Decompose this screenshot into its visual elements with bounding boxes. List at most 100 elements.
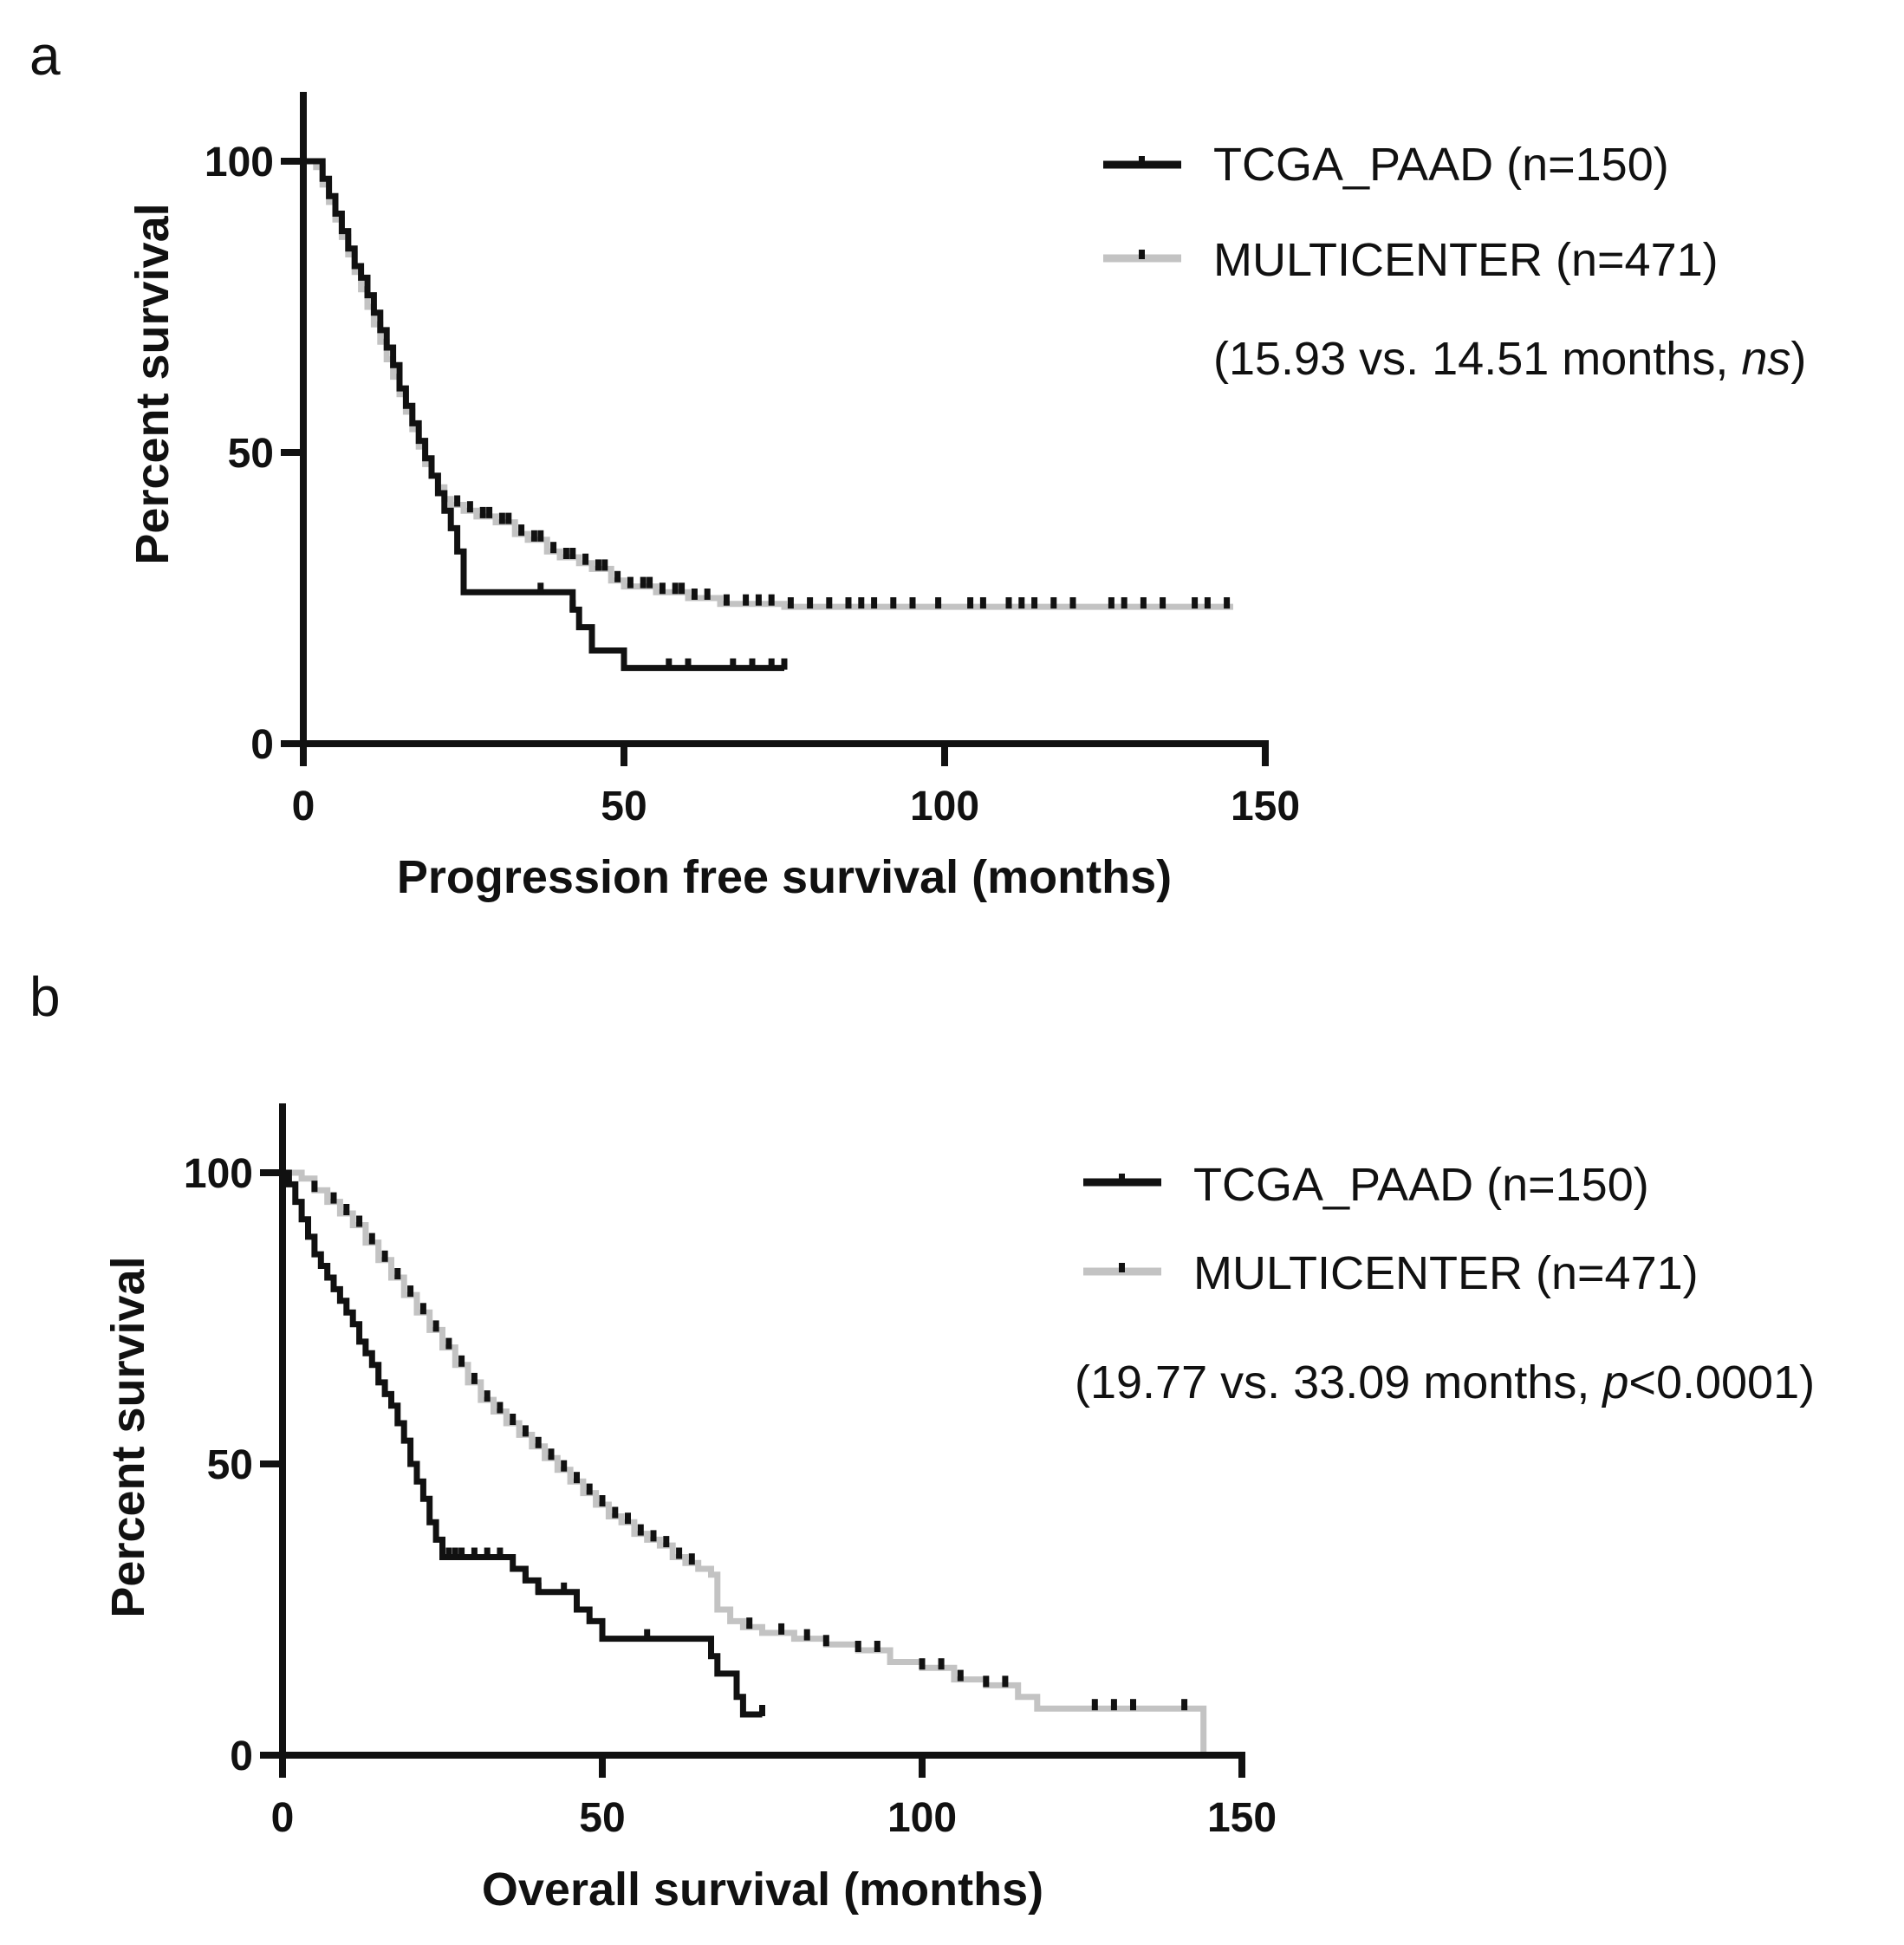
panel-a-legend-label-multicenter: MULTICENTER (n=471) (1213, 234, 1719, 286)
panel-a-censor-mark-multicenter (466, 501, 473, 513)
panel-a-censor-mark-multicenter (647, 576, 653, 589)
panel-a-censor-mark-tcga (537, 582, 544, 595)
panel-a-censor-mark-multicenter (807, 597, 814, 609)
panel-b-censor-mark-tcga (535, 1582, 542, 1594)
panel-b-y-tick-label: 0 (230, 1734, 253, 1779)
panel-b-censor-mark-multicenter (574, 1472, 580, 1484)
panel-a-y-axis-title: Percent survival (127, 203, 179, 564)
panel-b-censor-mark-tcga (445, 1547, 452, 1559)
panel-b-legend: TCGA_PAAD (n=150) MULTICENTER (n=471) (1083, 1159, 1699, 1299)
panel-b-y-axis-title: Percent survival (102, 1256, 154, 1617)
panel-b-censor-mark-tcga (561, 1582, 568, 1594)
panel-a-censor-mark-multicenter (871, 597, 878, 609)
panel-a-censor-mark-multicenter (595, 559, 601, 571)
panel-b-legend-censor-multicenter (1119, 1263, 1125, 1272)
panel-b-censor-mark-multicenter (368, 1233, 375, 1245)
panel-a-censor-mark-multicenter (627, 576, 634, 589)
panel-b-censor-mark-multicenter (919, 1658, 926, 1670)
panel-b-censor-mark-multicenter (356, 1215, 363, 1227)
panel-a-censor-mark-multicenter (672, 582, 679, 595)
panel-a-censor-mark-multicenter (723, 594, 730, 606)
panel-a-censor-mark-multicenter (659, 582, 666, 595)
panel-a-censor-mark-multicenter (518, 524, 525, 537)
panel-b-annotation: (19.77 vs. 33.09 months, p<0.0001) (1075, 1356, 1815, 1408)
panel-b-censor-mark-multicenter (855, 1641, 861, 1652)
panel-b-censor-mark-multicenter (650, 1530, 657, 1542)
panel-a-y-tick-label: 50 (228, 431, 274, 477)
panel-a-x-tick-label: 150 (1231, 784, 1300, 829)
panel-a-censor-mark-multicenter (979, 597, 986, 609)
panel-a-censor-mark-multicenter (845, 597, 852, 609)
panel-a-x-tick-label: 50 (601, 784, 647, 829)
panel-a-censor-mark-multicenter (454, 495, 461, 507)
panel-a-censor-mark-multicenter (826, 597, 833, 609)
panel-a-censor-mark-multicenter (1224, 597, 1231, 609)
panel-b-censor-mark-multicenter (637, 1524, 644, 1536)
panel-b-x-tick-label: 0 (271, 1795, 295, 1841)
panel-b-censor-mark-multicenter (586, 1483, 593, 1495)
panel-a-censor-mark-multicenter (479, 506, 486, 518)
panel-b-censor-mark-multicenter (676, 1547, 683, 1559)
panel-b-censor-mark-multicenter (548, 1448, 555, 1460)
panel-b-censor-mark-multicenter (957, 1669, 964, 1682)
panel-a-censor-mark-multicenter (1108, 597, 1114, 609)
panel-a-censor-mark-tcga (666, 658, 673, 670)
panel-a-censor-mark-multicenter (582, 553, 589, 565)
panel-b-censor-mark-tcga (452, 1547, 458, 1559)
panel-a-censor-mark-multicenter (1121, 597, 1127, 609)
panel-a-annotation: (15.93 vs. 14.51 months, ns) (1213, 333, 1806, 385)
panel-a-censor-mark-multicenter (1031, 597, 1038, 609)
panel-a-censor-mark-multicenter (1140, 597, 1147, 609)
panel-b-censor-mark-multicenter (688, 1553, 695, 1565)
panel-b-x-axis-title: Overall survival (months) (482, 1864, 1043, 1916)
panel-a-censor-mark-multicenter (1204, 597, 1211, 609)
panel-a-censor-mark-multicenter (935, 597, 942, 609)
panel-b-x-tick-label: 100 (887, 1795, 957, 1841)
panel-b-censor-mark-tcga (484, 1547, 491, 1559)
panel-a-legend-censor-tcga (1139, 156, 1145, 166)
panel-a-legend-censor-multicenter (1139, 250, 1145, 259)
panel-a-censor-mark-multicenter (1192, 597, 1199, 609)
panel-b-censor-mark-multicenter (874, 1641, 881, 1652)
panel-a-censor-mark-multicenter (858, 597, 865, 609)
panel-a-censor-mark-multicenter (704, 589, 711, 600)
panel-b-censor-mark-multicenter (535, 1436, 542, 1448)
panel-b-censor-mark-multicenter (330, 1192, 337, 1204)
panel-a-censor-mark-multicenter (601, 559, 608, 571)
panel-a-censor-mark-multicenter (486, 506, 493, 518)
panel-b-censor-mark-multicenter (445, 1337, 452, 1350)
panel-a-y-tick-label: 100 (205, 140, 274, 185)
panel-a-censor-mark-multicenter (550, 542, 557, 554)
panel-a-censor-mark-multicenter (569, 548, 576, 559)
panel-b-censor-mark-multicenter (778, 1623, 785, 1635)
panel-b-series-tcga-line (283, 1169, 763, 1718)
panel-b-chart: b 0 50 100 150 0 50 100 Overall survival (mont… (29, 966, 1815, 1916)
panel-b-censor-mark-tcga (497, 1547, 504, 1559)
panel-a-x-axis-title: Progression free survival (months) (397, 851, 1172, 903)
panel-a-censor-mark-multicenter (909, 597, 916, 609)
panel-a-x-tick-label: 100 (910, 784, 979, 829)
panel-a-series-tcga-line (303, 158, 784, 672)
panel-b-y-tick-label: 100 (184, 1151, 253, 1197)
panel-a-censor-mark-multicenter (1018, 597, 1025, 609)
panel-a-y-tick-label: 0 (250, 722, 274, 768)
panel-b-censor-mark-multicenter (432, 1320, 439, 1332)
panel-a-censor-mark-multicenter (755, 594, 762, 606)
panel-b-censor-mark-multicenter (1110, 1699, 1117, 1711)
panel-b-censor-mark-multicenter (803, 1629, 810, 1641)
panel-b-censor-mark-multicenter (822, 1635, 829, 1647)
panel-a-censor-mark-multicenter (768, 594, 775, 606)
panel-b-x-tick-label: 150 (1207, 1795, 1277, 1841)
panel-a-censor-mark-multicenter (498, 512, 505, 524)
panel-a-censor-mark-multicenter (1069, 597, 1076, 609)
panel-b-legend-label-multicenter: MULTICENTER (n=471) (1193, 1247, 1699, 1299)
panel-a-censor-mark-multicenter (614, 570, 621, 582)
panel-b-censor-mark-multicenter (311, 1181, 318, 1193)
panel-a-censor-mark-multicenter (1005, 597, 1012, 609)
panel-b-censor-mark-tcga (644, 1629, 651, 1641)
panel-b-censor-mark-multicenter (663, 1536, 670, 1548)
panel-b-censor-mark-tcga (522, 1571, 529, 1583)
panel-a-legend-label-tcga: TCGA_PAAD (n=150) (1213, 139, 1669, 191)
panel-a-censor-mark-multicenter (743, 594, 750, 606)
panel-b-censor-mark-multicenter (1181, 1699, 1188, 1711)
